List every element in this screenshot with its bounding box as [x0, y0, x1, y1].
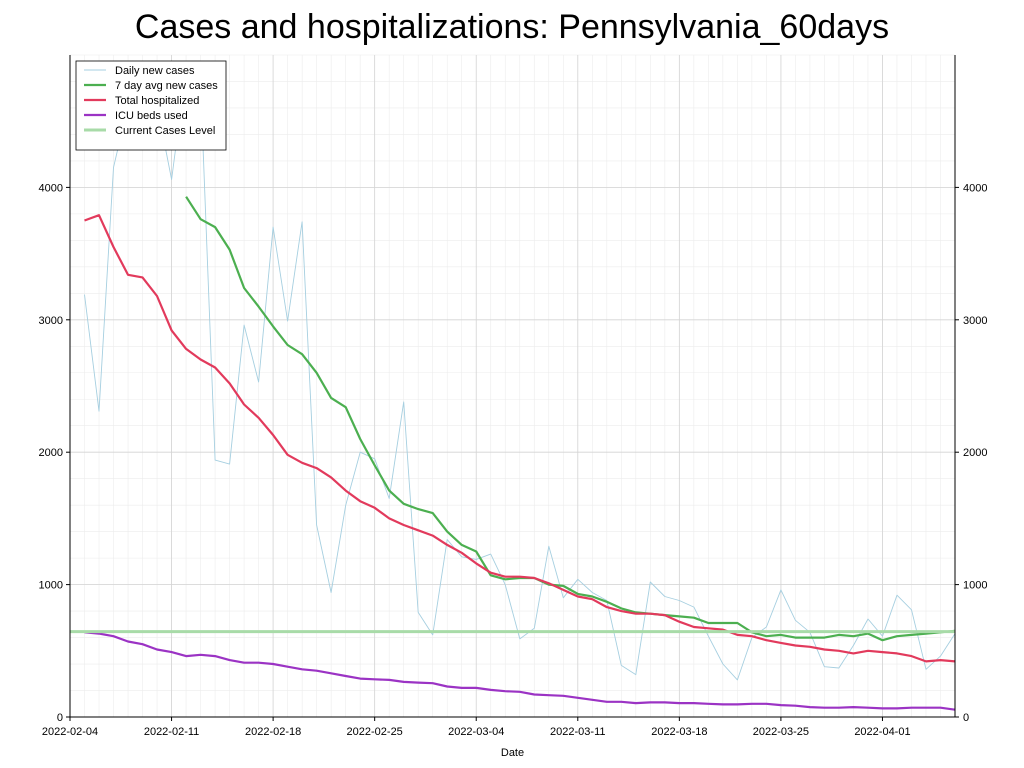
x-tick-label: 2022-03-04 — [448, 726, 504, 738]
y-tick-label: 4000 — [39, 182, 63, 194]
legend-label: ICU beds used — [115, 110, 188, 122]
series-line-7-day-avg-new-cases — [185, 196, 956, 642]
series-line-total-hospitalized — [84, 214, 956, 663]
series-line-icu-beds-used — [84, 631, 956, 711]
y-right-tick-label: 4000 — [963, 182, 987, 194]
y-tick-label: 0 — [57, 712, 63, 724]
y-right-tick-label: 2000 — [963, 447, 987, 459]
y-tick-label: 3000 — [39, 315, 63, 327]
legend-box — [75, 60, 227, 151]
x-axis-title: Date — [501, 747, 524, 759]
x-tick-label: 2022-03-18 — [651, 726, 707, 738]
x-tick-label: 2022-04-01 — [854, 726, 910, 738]
y-tick-label: 2000 — [39, 447, 63, 459]
x-tick-label: 2022-02-25 — [347, 726, 403, 738]
x-tick-label: 2022-02-04 — [42, 726, 98, 738]
legend-label: Total hospitalized — [115, 95, 199, 107]
axes-layer — [69, 55, 956, 718]
legend: Daily new cases 7 day avg new cases Total … — [75, 60, 227, 151]
series-layer — [70, 67, 956, 711]
major-grid — [69, 55, 955, 718]
y-right-tick-label: 1000 — [963, 580, 987, 592]
minor-grid — [69, 54, 956, 718]
legend-label: Current Cases Level — [115, 125, 215, 137]
x-tick-label: 2022-03-11 — [550, 726, 605, 738]
legend-label: 7 day avg new cases — [115, 80, 218, 92]
y-right-tick-label: 3000 — [963, 315, 987, 327]
chart-title: Cases and hospitalizations: Pennsylvania… — [134, 8, 890, 46]
legend-label: Daily new cases — [115, 65, 195, 77]
y-tick-label: 1000 — [39, 580, 63, 592]
y-right-tick-label: 0 — [963, 712, 969, 724]
x-tick-label: 2022-02-11 — [144, 726, 199, 738]
ticks-layer: 0 1000 2000 3000 4000 0 1000 2000 3000 4000 2022-0… — [39, 182, 988, 738]
x-tick-label: 2022-02-18 — [245, 726, 301, 738]
x-tick-label: 2022-03-25 — [753, 726, 809, 738]
